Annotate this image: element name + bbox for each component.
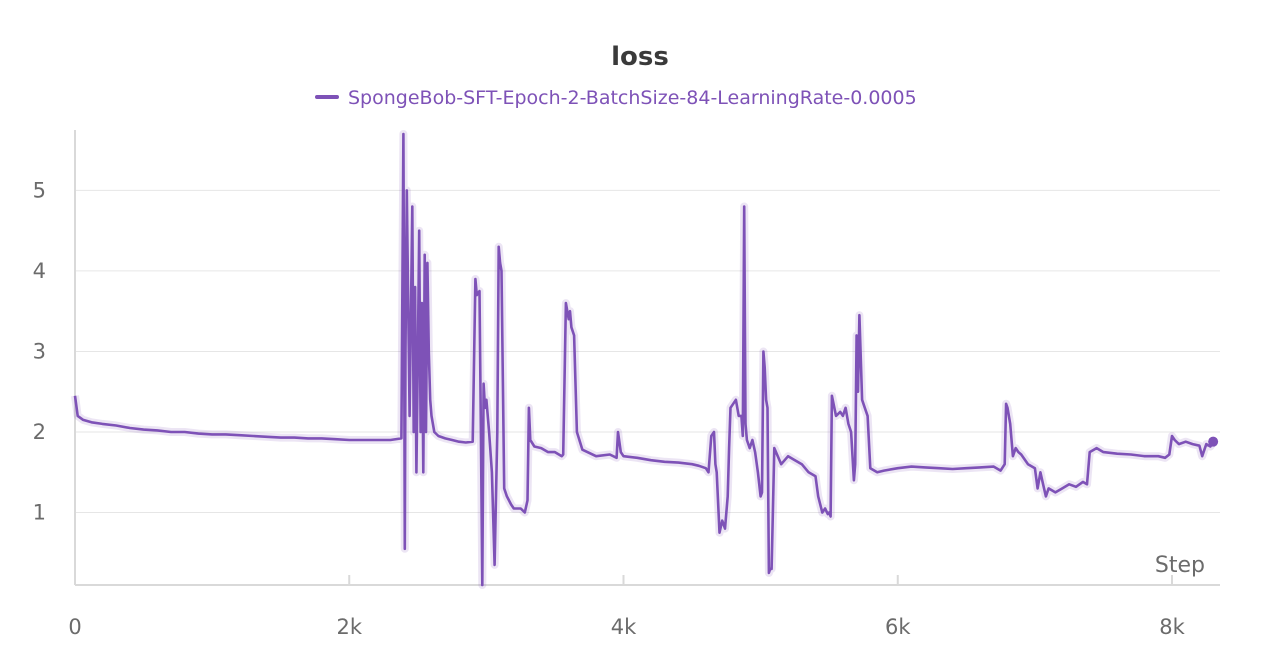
x-tick-label: 2k [336,615,362,639]
chart-title: loss [611,42,669,72]
series-layer [71,130,1219,589]
y-tick-label: 3 [33,339,46,363]
y-tick-label: 4 [33,259,46,283]
series-line[interactable] [73,132,1215,587]
y-axis-ticks: 1 2 3 4 5 [33,178,46,524]
legend-label: SpongeBob-SFT-Epoch-2-BatchSize-84-Learn… [348,87,917,109]
x-axis-ticks: 0 2k 4k 6k 8k [68,575,1186,639]
y-tick-label: 5 [33,178,46,202]
y-tick-label: 2 [33,420,46,444]
series-band [71,130,1217,589]
y-tick-label: 1 [33,501,46,525]
legend[interactable]: SpongeBob-SFT-Epoch-2-BatchSize-84-Learn… [315,87,917,109]
x-tick-label: 0 [68,615,81,639]
x-tick-label: 8k [1159,615,1185,639]
last-point-marker[interactable] [1208,436,1219,447]
x-tick-label: 4k [611,615,637,639]
grid-lines [75,189,1220,514]
x-axis-label: Step [1155,553,1205,578]
x-tick-label: 6k [885,615,911,639]
